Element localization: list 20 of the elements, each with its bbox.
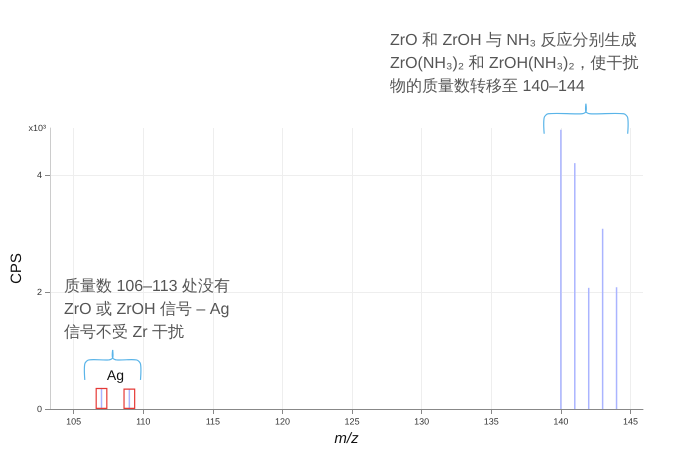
x-axis-title: m/z [334,430,360,447]
text: ZrO 和 ZrOH 与 NH₃ 反应分别生成 ZrO(NH₃)₂ 和 ZrOH(NH₃)₂，使干扰物的质量数转移至 140–144 [390,30,639,95]
x-tick-label: 115 [206,416,220,426]
x-tick-label: 120 [274,416,290,426]
y-tick-label: 4 [36,170,42,180]
x-tick-label: 145 [622,416,638,426]
x-tick-label: 125 [344,416,360,426]
y-axis-title: CPS [8,253,25,284]
x-tick-label: 110 [136,416,150,426]
text: x10³ [28,123,46,133]
x-tick-label: 140 [553,416,568,426]
series-label: Ag [106,366,124,383]
y-tick-label: 0 [36,404,42,414]
x-tick-label: 130 [414,416,430,426]
bar [96,388,108,409]
y-tick-label: 2 [36,286,42,297]
bar [123,388,136,409]
annotation: 质量数 106–113 处没有 ZrO 或 ZrOH 信号 – Ag 信号不受 Zr 干扰 [64,276,230,341]
x-tick-label: 135 [484,416,499,426]
x-tick-label: 105 [66,416,82,426]
